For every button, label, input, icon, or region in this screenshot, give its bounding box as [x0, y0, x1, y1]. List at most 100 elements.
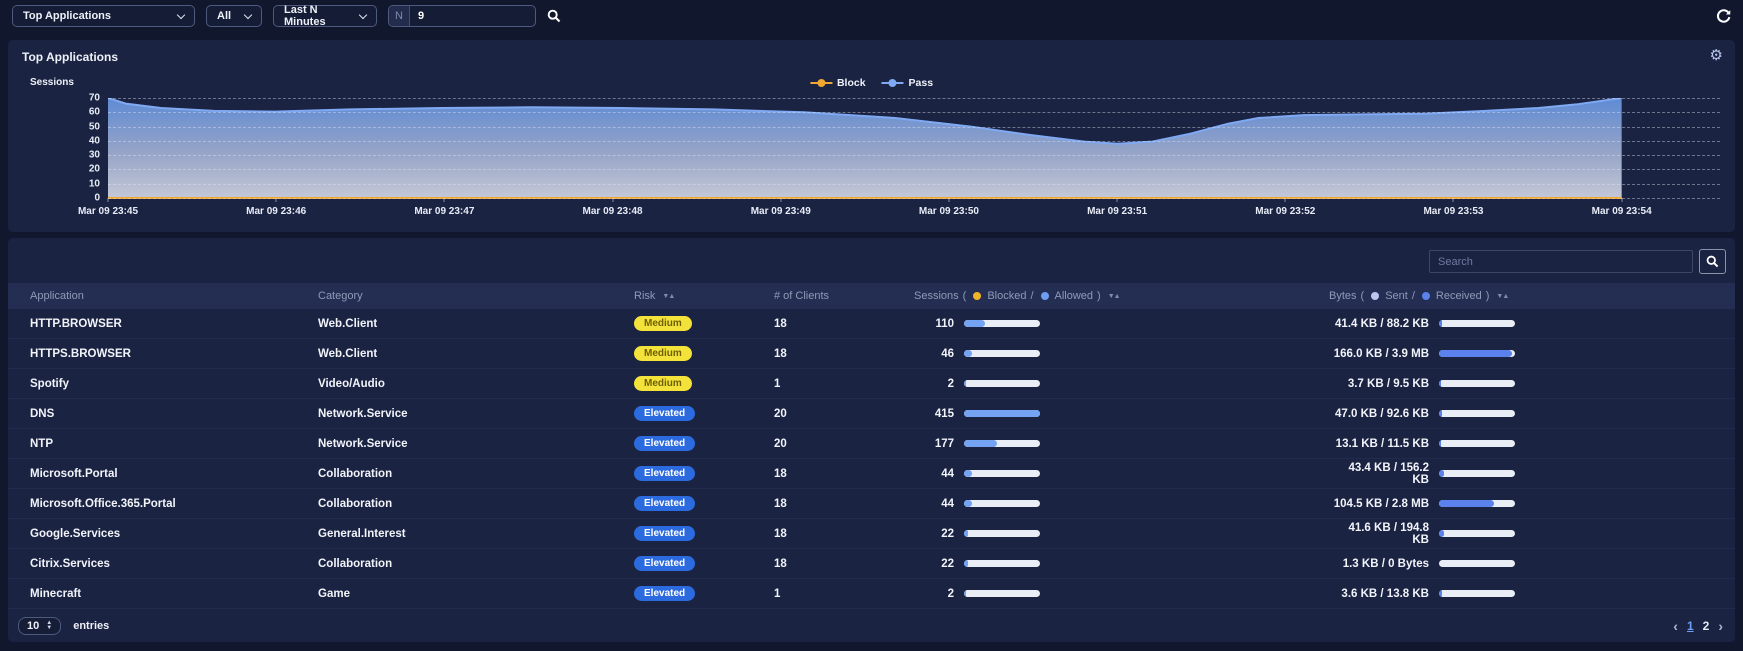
risk-cell: Elevated: [634, 526, 774, 541]
pass-line: [108, 98, 1622, 144]
table-row[interactable]: HTTPS.BROWSER Web.Client Medium 18 46 16…: [8, 339, 1735, 369]
sessions-value: 177: [934, 437, 954, 450]
sort-icon[interactable]: ▼▲: [1107, 292, 1121, 300]
sessions-value: 2: [947, 377, 954, 390]
category-cell: Video/Audio: [318, 377, 385, 390]
sessions-bar: [964, 410, 1040, 417]
sort-icon[interactable]: ▼▲: [1496, 292, 1509, 300]
bytes-bar-fill: [1439, 530, 1444, 537]
bytes-value: 41.4 KB / 88.2 KB: [1335, 317, 1429, 330]
page-size-select[interactable]: 10 ▲ ▼: [18, 616, 62, 635]
table-row[interactable]: Minecraft Game Elevated 1 2 3.6 KB / 13.…: [8, 579, 1735, 609]
refresh-button[interactable]: [1716, 8, 1731, 24]
table-row[interactable]: Google.Services General.Interest Elevate…: [8, 519, 1735, 549]
bytes-cell: 104.5 KB / 2.8 MB: [1329, 498, 1735, 510]
risk-badge: Elevated: [634, 466, 696, 481]
table-header: Application Category Risk ▼▲ # of Clients…: [8, 283, 1735, 309]
table-body: HTTP.BROWSER Web.Client Medium 18 110 41…: [8, 309, 1735, 609]
risk-badge: Medium: [634, 376, 692, 391]
table-row[interactable]: DNS Network.Service Elevated 20 415 47.0…: [8, 399, 1735, 429]
x-axis-label: Mar 09 23:51: [1087, 206, 1148, 217]
clients-cell: 18: [774, 557, 787, 570]
risk-cell: Elevated: [634, 436, 774, 451]
bytes-bar-fill: [1439, 380, 1442, 387]
chart-plot: [108, 98, 1720, 199]
time-range-select[interactable]: Last N Minutes: [273, 4, 377, 28]
risk-badge: Elevated: [634, 586, 696, 601]
bytes-bar-fill: [1439, 500, 1494, 507]
bytes-cell: 47.0 KB / 92.6 KB: [1329, 408, 1735, 420]
page-size-value: 10: [27, 619, 40, 632]
table-row[interactable]: Microsoft.Portal Collaboration Elevated …: [8, 459, 1735, 489]
page-2-link[interactable]: 2: [1702, 618, 1710, 633]
legend-item-pass[interactable]: Pass: [881, 77, 933, 89]
sessions-bar: [964, 350, 1040, 357]
sessions-bar-fill: [964, 350, 973, 357]
y-tick-label: 0: [94, 192, 100, 204]
x-axis-label: Mar 09 23:45: [77, 206, 139, 217]
legend-swatch-block: [809, 79, 832, 87]
bytes-value: 3.7 KB / 9.5 KB: [1347, 377, 1429, 390]
bytes-bar: [1439, 560, 1515, 567]
bytes-bar-fill: [1439, 590, 1442, 597]
table-row[interactable]: Citrix.Services Collaboration Elevated 1…: [8, 549, 1735, 579]
scope-value: All: [217, 10, 232, 22]
n-minutes-input[interactable]: [409, 6, 535, 26]
clients-cell: 18: [774, 317, 787, 330]
column-header-sessions[interactable]: Sessions(Blocked / Allowed) ▼▲: [914, 290, 1121, 302]
scope-select[interactable]: All: [206, 5, 262, 27]
table-row[interactable]: NTP Network.Service Elevated 20 177 13.1…: [8, 429, 1735, 459]
column-header-risk[interactable]: Risk ▼▲: [634, 290, 675, 302]
report-type-select[interactable]: Top Applications: [12, 5, 195, 27]
sort-icon[interactable]: ▼▲: [662, 292, 675, 300]
gear-icon[interactable]: ⚙: [1709, 47, 1723, 64]
x-axis-labels: Mar 09 23:45 Mar 09 23:46 Mar 09 23:47 Mar …: [78, 198, 1720, 218]
sessions-bar-fill: [964, 380, 966, 387]
bytes-cell: 43.4 KB / 156.2 KB: [1329, 462, 1735, 486]
gridline: [108, 98, 1720, 99]
n-prefix-label: N: [389, 6, 410, 26]
sessions-bar-fill: [964, 590, 966, 597]
risk-cell: Elevated: [634, 466, 774, 481]
table-row[interactable]: Microsoft.Office.365.Portal Collaboratio…: [8, 489, 1735, 519]
application-cell: Microsoft.Office.365.Portal: [30, 497, 176, 510]
chart-panel-title: Top Applications: [22, 50, 118, 64]
sessions-bar: [964, 470, 1040, 477]
pagination: ‹ 1 2 ›: [1673, 618, 1723, 634]
gridline: [108, 198, 1720, 199]
prev-page-chevron[interactable]: ‹: [1673, 617, 1678, 634]
legend-item-block[interactable]: Block: [809, 77, 866, 89]
sessions-bar-fill: [964, 500, 973, 507]
gridline: [108, 169, 1720, 171]
n-minutes-field: N: [388, 5, 536, 27]
next-page-chevron[interactable]: ›: [1718, 617, 1723, 634]
table-search-button[interactable]: [1699, 249, 1726, 274]
clients-cell: 18: [774, 497, 787, 510]
category-cell: Network.Service: [318, 407, 408, 420]
category-cell: Collaboration: [318, 497, 393, 510]
page-1-link[interactable]: 1: [1686, 618, 1694, 633]
bytes-value: 13.1 KB / 11.5 KB: [1335, 437, 1429, 450]
column-header-category: Category: [318, 290, 363, 302]
y-axis-title: Sessions: [30, 77, 74, 88]
table-row[interactable]: Spotify Video/Audio Medium 1 2 3.7 KB / …: [8, 369, 1735, 399]
sessions-cell: 2: [914, 378, 1329, 390]
sessions-bar-fill: [964, 530, 969, 537]
bytes-bar-fill: [1439, 320, 1443, 327]
run-search-button[interactable]: [547, 9, 561, 23]
chevron-down-icon: [243, 10, 253, 19]
y-tick-label: 20: [88, 163, 100, 175]
sent-dot-icon: [1371, 292, 1380, 300]
bytes-cell: 13.1 KB / 11.5 KB: [1329, 438, 1735, 450]
x-axis-label: Mar 09 23:49: [750, 206, 811, 217]
table-search-input[interactable]: [1429, 250, 1693, 273]
x-axis-label: Mar 09 23:48: [582, 206, 643, 217]
sessions-cell: 110: [914, 318, 1329, 330]
bytes-cell: 166.0 KB / 3.9 MB: [1329, 348, 1735, 360]
table-row[interactable]: HTTP.BROWSER Web.Client Medium 18 110 41…: [8, 309, 1735, 339]
y-tick-label: 70: [88, 92, 100, 104]
y-tick-label: 60: [88, 106, 100, 118]
bytes-bar: [1439, 350, 1515, 357]
clients-cell: 18: [774, 527, 787, 540]
column-header-bytes[interactable]: Bytes(Sent / Received) ▼▲: [1329, 290, 1509, 302]
